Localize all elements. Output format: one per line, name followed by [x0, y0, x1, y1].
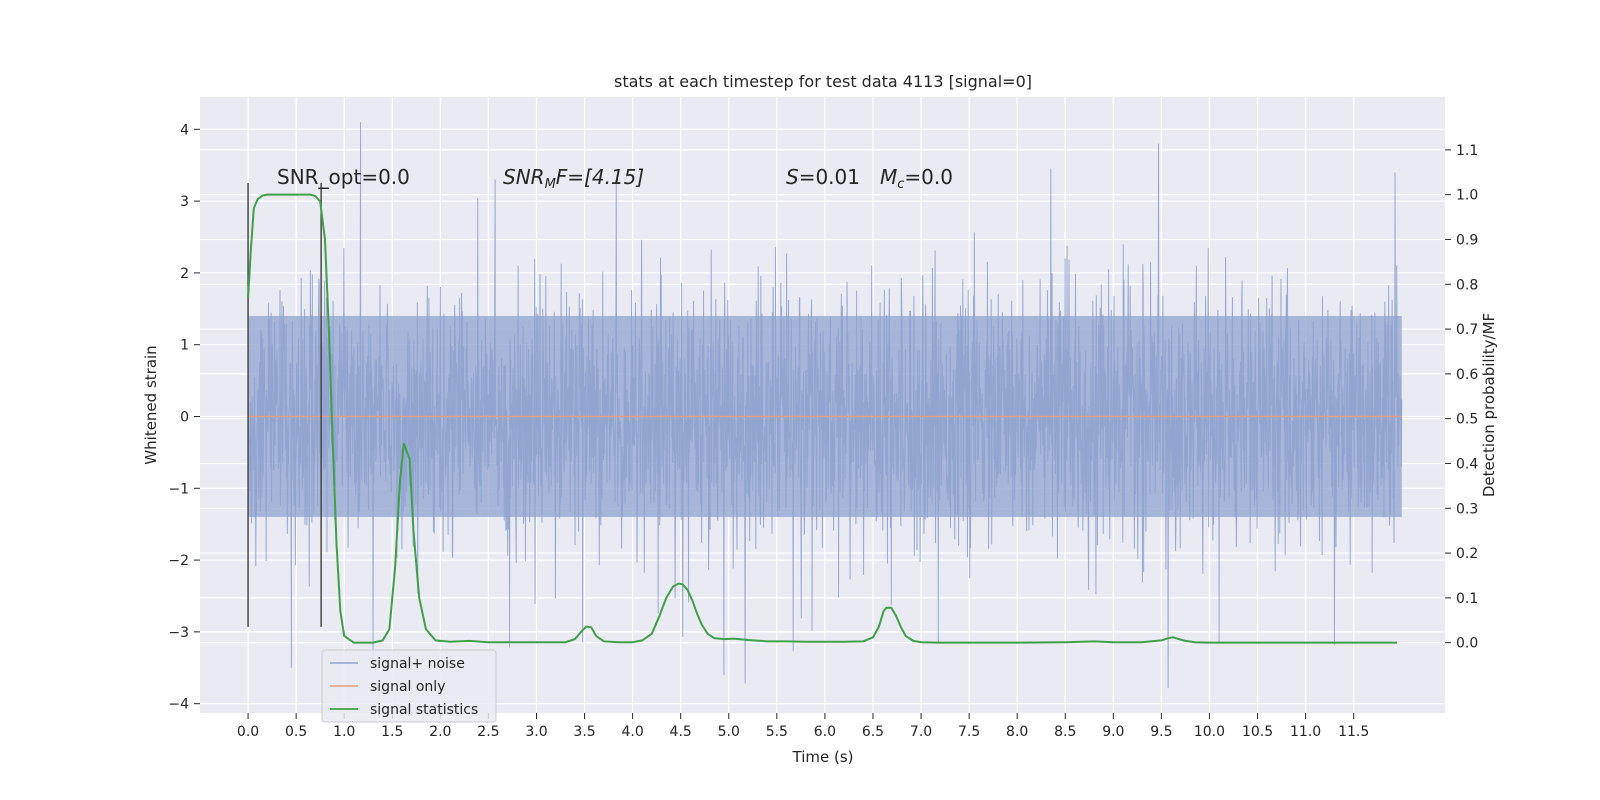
legend-label-signal-statistics: signal statistics — [370, 702, 478, 718]
annotation-snr-opt: SNR_opt=0.0 — [277, 165, 410, 189]
y2-tick-label-4: 0.4 — [1456, 456, 1478, 472]
legend: signal+ noise signal only signal statist… — [321, 649, 497, 723]
annotation-s-main: S — [786, 165, 799, 189]
x-tick-label-11: 5.5 — [766, 724, 788, 740]
y-tick-label-6: 2 — [180, 266, 189, 282]
y-tick-label-4: 0 — [180, 409, 189, 425]
x-tick-label-19: 9.5 — [1150, 724, 1172, 740]
y-tick-label-7: 3 — [180, 194, 189, 210]
y-axis-label: Whitened strain — [142, 345, 160, 464]
y2-tick-label-7: 0.7 — [1456, 322, 1478, 338]
y2-tick-label-0: 0.0 — [1456, 636, 1478, 652]
legend-label-signal-only: signal only — [370, 679, 445, 695]
x-tick-label-1: 0.5 — [285, 724, 307, 740]
annotation-mc-main: M — [880, 165, 897, 189]
annotation-s-value: =0.01 — [799, 165, 860, 189]
signal-statistics-line — [247, 193, 1397, 644]
axis-ticks: 0.0 0.5 1.0 1.5 2.0 2.5 3.0 3.5 4.0 4.5 5.0 5.5 6.0 6… — [168, 122, 1478, 740]
annotation-mc: Mc=0.0 — [880, 165, 953, 192]
x-tick-label-6: 3.0 — [525, 724, 547, 740]
x-tick-label-0: 0.0 — [237, 724, 259, 740]
x-tick-label-20: 10.0 — [1194, 724, 1225, 740]
annotation-s: S=0.01 — [786, 165, 860, 189]
x-tick-label-12: 6.0 — [814, 724, 836, 740]
x-tick-label-21: 10.5 — [1242, 724, 1273, 740]
y-tick-label-1: −3 — [168, 625, 189, 641]
x-axis-label: Time (s) — [792, 748, 854, 766]
legend-box — [321, 649, 497, 723]
y2-tick-label-1: 0.1 — [1456, 591, 1478, 607]
annotation-mc-value: =0.0 — [904, 165, 953, 189]
x-tick-label-23: 11.5 — [1338, 724, 1369, 740]
legend-label-signal-plus-noise: signal+ noise — [370, 656, 465, 672]
x-tick-label-22: 11.0 — [1290, 724, 1321, 740]
x-tick-label-10: 5.0 — [718, 724, 740, 740]
annotation-snr-mf-f: F=[4.15] — [556, 165, 644, 189]
x-tick-label-15: 7.5 — [958, 724, 980, 740]
y2-tick-label-9: 0.9 — [1456, 232, 1478, 248]
x-tick-label-16: 8.0 — [1006, 724, 1028, 740]
y-tick-label-5: 1 — [180, 338, 189, 354]
y2-axis-label: Detection probability/MF — [1480, 313, 1498, 497]
chart-title: stats at each timestep for test data 411… — [614, 72, 1032, 91]
x-tick-label-4: 2.0 — [429, 724, 451, 740]
annotation-snr-mf-sub: M — [545, 177, 556, 192]
x-tick-label-17: 8.5 — [1054, 724, 1076, 740]
x-tick-label-13: 6.5 — [862, 724, 884, 740]
y2-tick-label-5: 0.5 — [1456, 412, 1478, 428]
annotation-snr-mf: SNRMF=[4.15] — [503, 165, 644, 192]
y2-tick-label-3: 0.3 — [1456, 501, 1478, 517]
x-tick-label-3: 1.5 — [381, 724, 403, 740]
y-tick-label-3: −1 — [168, 481, 189, 497]
y2-tick-label-6: 0.6 — [1456, 367, 1478, 383]
x-tick-label-8: 4.0 — [621, 724, 643, 740]
annotation-mc-sub: c — [897, 177, 904, 192]
y2-tick-label-10: 1.0 — [1456, 188, 1478, 204]
vertical-markers — [247, 183, 322, 627]
y-tick-label-8: 4 — [180, 122, 189, 138]
y-tick-label-0: −4 — [168, 697, 189, 713]
x-tick-label-5: 2.5 — [477, 724, 499, 740]
series-signal-statistics — [247, 193, 1397, 644]
x-tick-label-14: 7.0 — [910, 724, 932, 740]
x-tick-label-9: 4.5 — [670, 724, 692, 740]
x-tick-label-18: 9.0 — [1102, 724, 1124, 740]
x-tick-label-2: 1.0 — [333, 724, 355, 740]
y-tick-label-2: −2 — [168, 553, 189, 569]
y2-tick-label-2: 0.2 — [1456, 546, 1478, 562]
y2-tick-label-8: 0.8 — [1456, 277, 1478, 293]
x-tick-label-7: 3.5 — [573, 724, 595, 740]
y2-tick-label-11: 1.1 — [1456, 143, 1478, 159]
annotation-snr-mf-main: SNR — [503, 165, 545, 189]
